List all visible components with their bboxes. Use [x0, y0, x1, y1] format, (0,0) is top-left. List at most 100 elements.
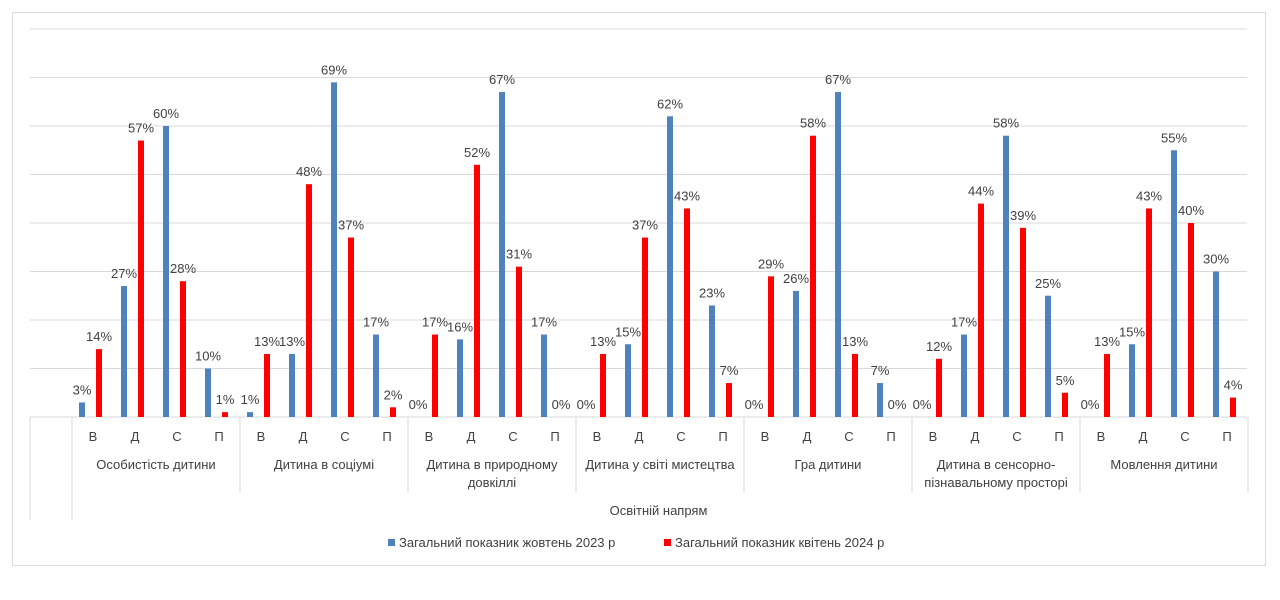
category-label: С	[340, 429, 349, 444]
bar-april-2024	[726, 383, 732, 417]
data-label: 40%	[1178, 203, 1204, 218]
group-label: пізнавальному просторі	[924, 475, 1068, 490]
bar-april-2024	[978, 203, 984, 417]
bar-october-2023	[877, 383, 883, 417]
data-label: 37%	[338, 218, 364, 233]
group-label: Гра дитини	[795, 457, 862, 472]
data-label: 14%	[86, 329, 112, 344]
data-label: 13%	[279, 334, 305, 349]
category-label: П	[550, 429, 559, 444]
category-label: Д	[635, 429, 644, 444]
bar-april-2024	[390, 407, 396, 417]
category-label: П	[886, 429, 895, 444]
legend-label: Загальний показник квітень 2024 р	[675, 535, 884, 550]
category-label: В	[1097, 429, 1106, 444]
data-label: 30%	[1203, 252, 1229, 267]
data-label: 0%	[577, 397, 596, 412]
category-label: В	[257, 429, 266, 444]
bar-april-2024	[264, 353, 270, 417]
data-label: 0%	[1081, 397, 1100, 412]
bar-october-2023	[1213, 271, 1219, 417]
x-axis-title: Освітній напрям	[610, 503, 708, 518]
data-label: 4%	[1224, 378, 1243, 393]
group-label: Особистість дитини	[96, 457, 215, 472]
category-label: С	[1012, 429, 1021, 444]
category-label: Д	[803, 429, 812, 444]
data-label: 37%	[632, 218, 658, 233]
data-label: 13%	[842, 334, 868, 349]
bar-october-2023	[247, 412, 253, 417]
data-label: 43%	[674, 188, 700, 203]
bar-april-2024	[1230, 397, 1236, 417]
bar-april-2024	[222, 412, 228, 417]
bar-april-2024	[474, 164, 480, 417]
data-label: 5%	[1056, 373, 1075, 388]
bar-april-2024	[180, 281, 186, 417]
bar-april-2024	[1020, 227, 1026, 417]
data-label: 60%	[153, 106, 179, 121]
data-label: 27%	[111, 266, 137, 281]
data-label: 29%	[758, 256, 784, 271]
category-label: С	[508, 429, 517, 444]
data-label: 1%	[241, 392, 260, 407]
data-label: 48%	[296, 164, 322, 179]
bar-april-2024	[936, 358, 942, 417]
bar-april-2024	[1188, 223, 1194, 417]
bar-october-2023	[121, 286, 127, 417]
data-label: 69%	[321, 62, 347, 77]
bar-april-2024	[600, 353, 606, 417]
category-label: Д	[131, 429, 140, 444]
bar-october-2023	[709, 305, 715, 417]
category-label: В	[425, 429, 434, 444]
data-label: 25%	[1035, 276, 1061, 291]
category-label: С	[844, 429, 853, 444]
data-label: 0%	[745, 397, 764, 412]
data-label: 52%	[464, 145, 490, 160]
category-label: В	[929, 429, 938, 444]
bar-october-2023	[373, 334, 379, 417]
data-label: 44%	[968, 184, 994, 199]
data-label: 12%	[926, 339, 952, 354]
data-label: 17%	[951, 315, 977, 330]
bar-april-2024	[684, 208, 690, 417]
data-label: 26%	[783, 271, 809, 286]
bar-april-2024	[810, 135, 816, 417]
data-label: 17%	[531, 315, 557, 330]
bar-october-2023	[331, 82, 337, 417]
data-label: 7%	[720, 363, 739, 378]
category-label: П	[382, 429, 391, 444]
bar-april-2024	[432, 334, 438, 417]
bar-october-2023	[205, 368, 211, 417]
bar-april-2024	[1062, 392, 1068, 417]
group-label: Дитина в природному	[426, 457, 558, 472]
data-label: 31%	[506, 247, 532, 262]
bar-october-2023	[793, 290, 799, 417]
group-label: Дитина у світі мистецтва	[585, 457, 735, 472]
data-label: 58%	[993, 116, 1019, 131]
chart-frame	[12, 12, 1266, 566]
bar-october-2023	[667, 116, 673, 418]
group-label: Дитина в сенсорно-	[937, 457, 1056, 472]
category-label: Д	[467, 429, 476, 444]
data-label: 57%	[128, 121, 154, 136]
bar-october-2023	[457, 339, 463, 417]
data-label: 43%	[1136, 188, 1162, 203]
category-label: Д	[299, 429, 308, 444]
data-label: 7%	[871, 363, 890, 378]
category-label: В	[89, 429, 98, 444]
data-label: 10%	[195, 349, 221, 364]
data-label: 0%	[913, 397, 932, 412]
data-label: 2%	[384, 387, 403, 402]
legend-swatch	[664, 539, 671, 546]
bar-april-2024	[1146, 208, 1152, 417]
category-label: П	[718, 429, 727, 444]
group-label: Мовлення дитини	[1110, 457, 1217, 472]
bar-october-2023	[1003, 135, 1009, 417]
data-label: 39%	[1010, 208, 1036, 223]
bar-april-2024	[138, 140, 144, 418]
data-label: 15%	[1119, 324, 1145, 339]
category-label: П	[214, 429, 223, 444]
bar-april-2024	[1104, 353, 1110, 417]
legend-label: Загальний показник жовтень 2023 р	[399, 535, 615, 550]
